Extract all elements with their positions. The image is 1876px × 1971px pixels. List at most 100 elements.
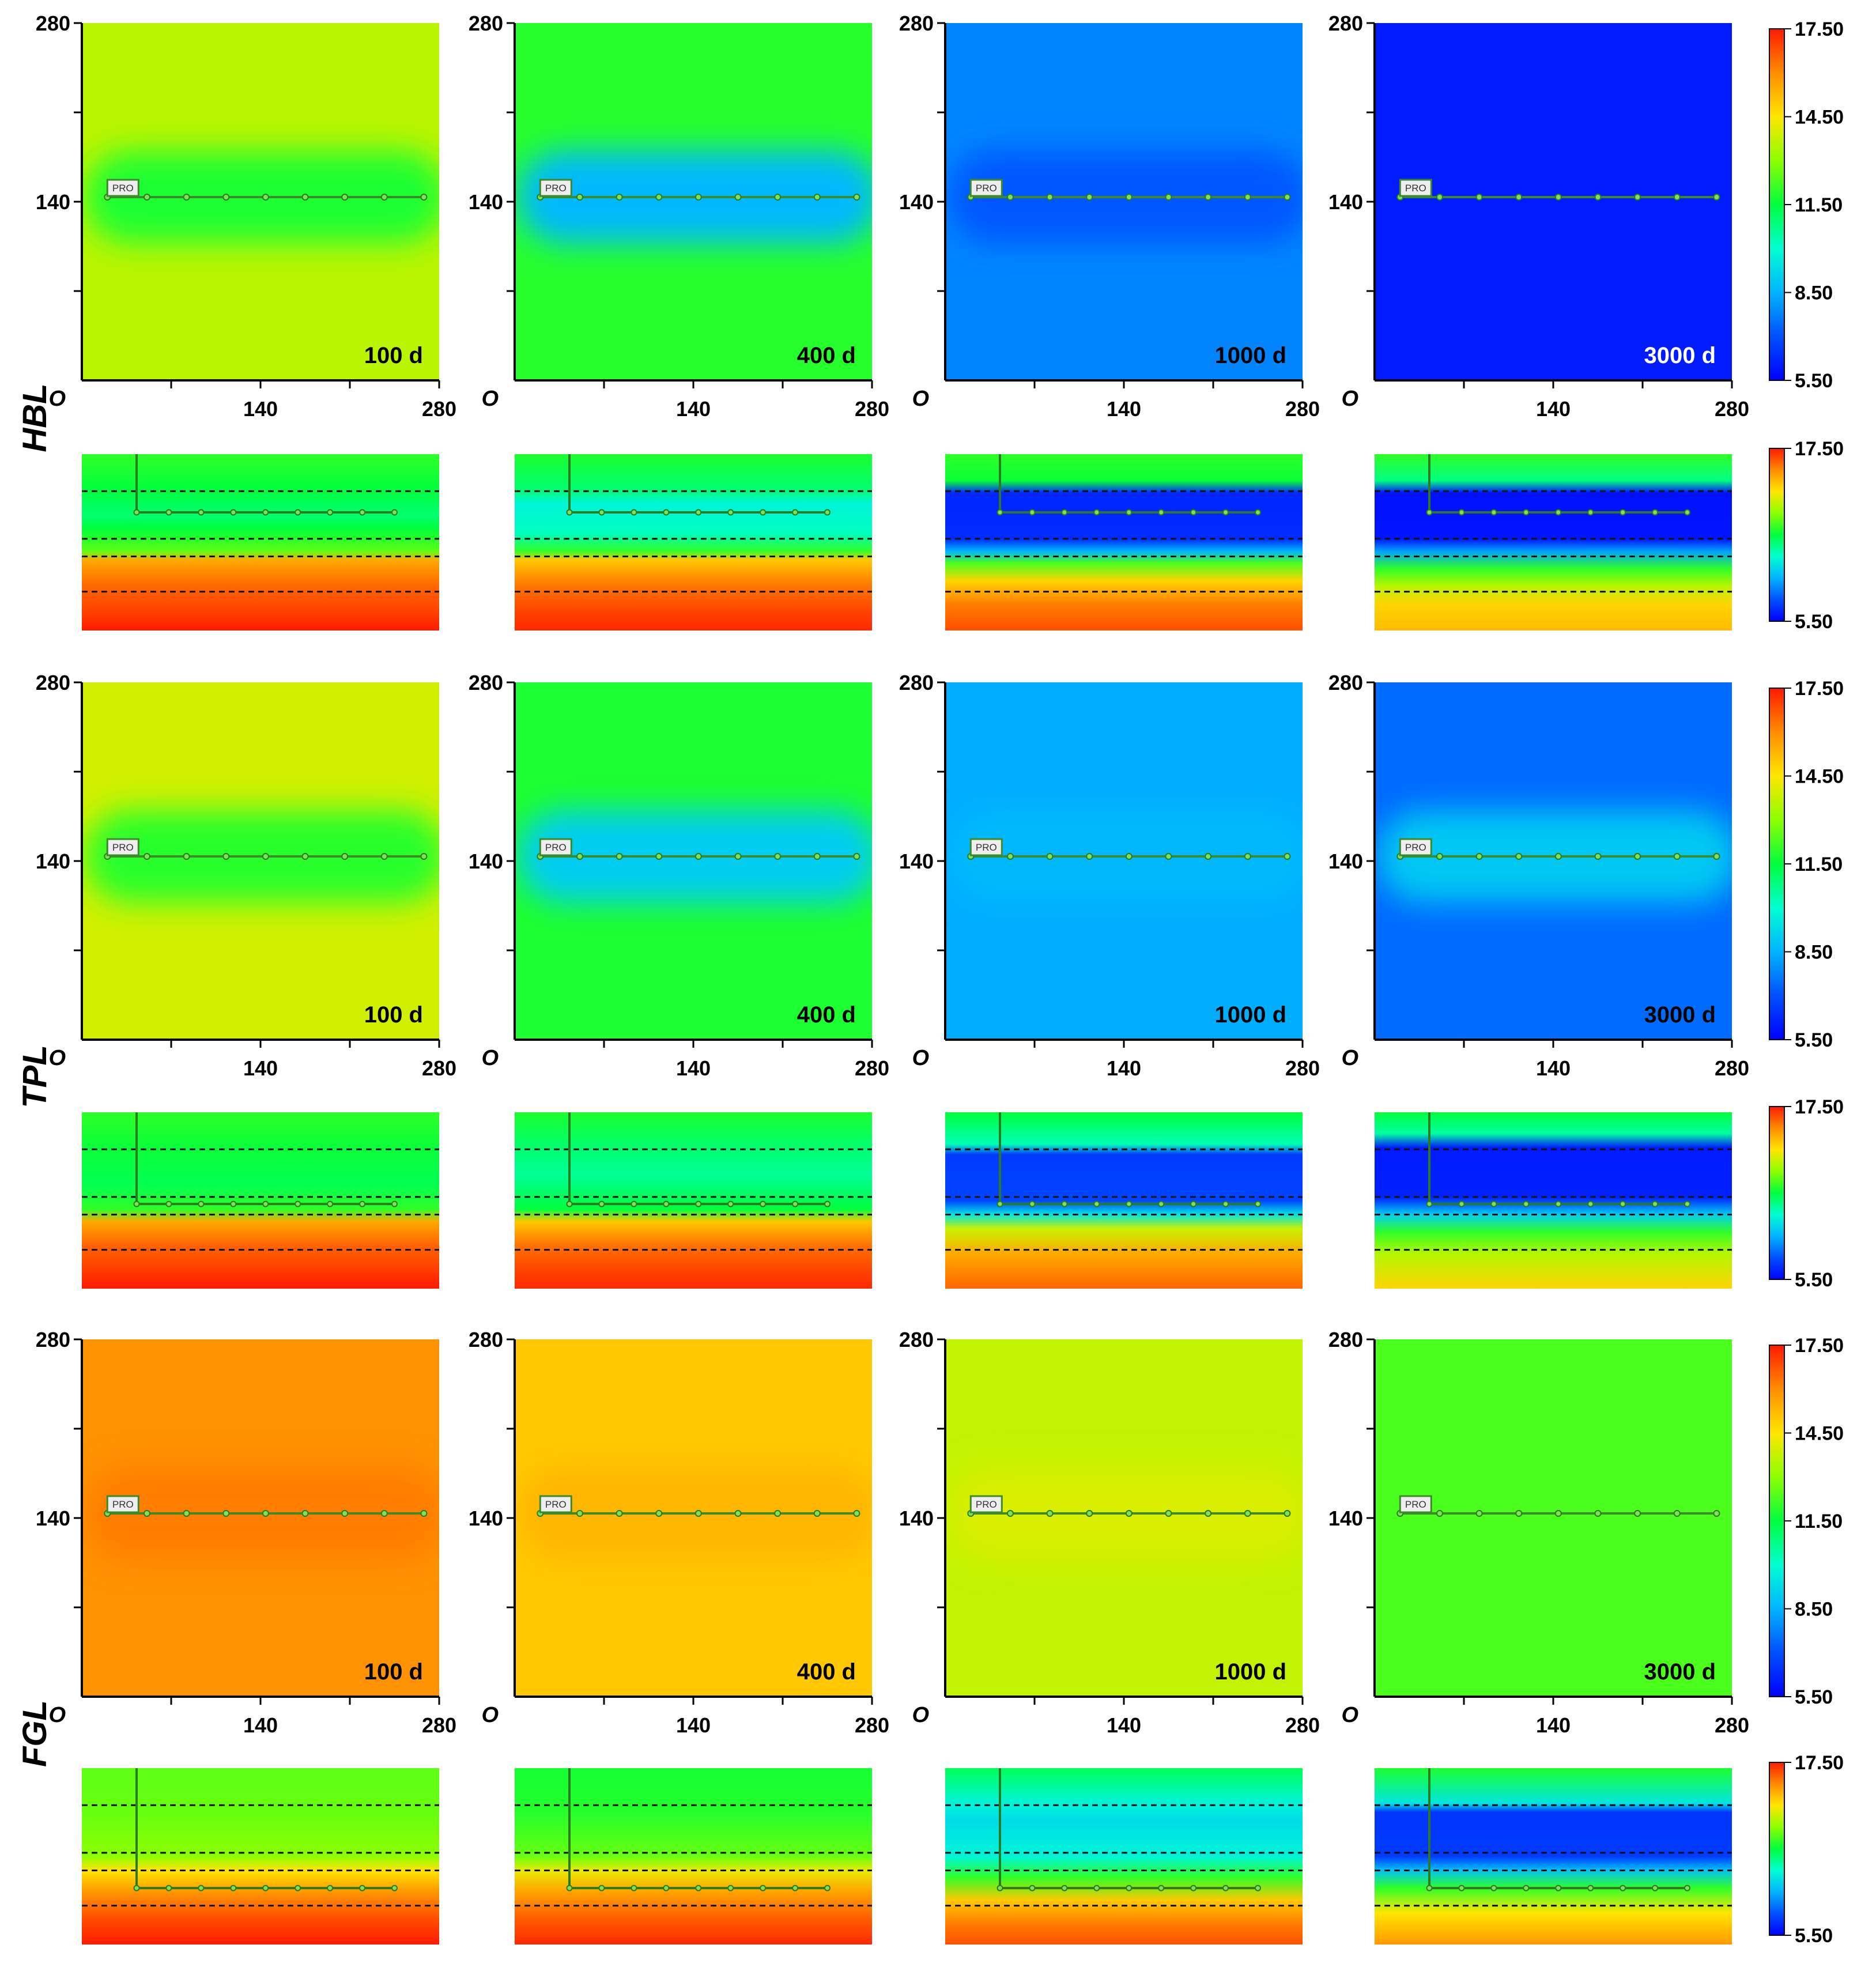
fracture-point xyxy=(359,1200,366,1207)
colorbar-section-2: 17.50 5.50 xyxy=(1769,1752,1844,1947)
fracture-point xyxy=(1190,1200,1197,1207)
fracture-point xyxy=(655,853,663,860)
fracture-point xyxy=(813,1510,821,1517)
fracture-point xyxy=(380,1510,388,1517)
x-tick-label: 280 xyxy=(1715,1056,1749,1080)
origin-label: O xyxy=(912,1703,929,1727)
fracture-point xyxy=(1594,1510,1602,1517)
fracture-point xyxy=(663,509,670,516)
fracture-point xyxy=(695,1885,702,1891)
x-tick-label: 280 xyxy=(1715,397,1749,421)
fracture-point xyxy=(165,1885,172,1891)
fracture-point xyxy=(792,509,799,516)
fracture-point xyxy=(262,1510,269,1517)
colorbar-tick-label: 8.50 xyxy=(1795,282,1833,304)
well-label: PRO xyxy=(976,842,997,853)
fracture-point xyxy=(133,1200,140,1207)
colorbar-tick-label: 8.50 xyxy=(1795,1599,1833,1621)
fracture-point xyxy=(598,1200,605,1207)
fracture-point xyxy=(996,1885,1003,1891)
x-tick-label: 140 xyxy=(1536,1713,1571,1737)
fracture-point xyxy=(663,1885,670,1891)
fracture-point xyxy=(774,194,782,201)
time-label: 1000 d xyxy=(1214,1659,1286,1685)
y-tick-label: 280 xyxy=(469,12,503,35)
well-label-box xyxy=(1399,179,1432,197)
section-field xyxy=(515,1112,872,1289)
y-tick-label: 140 xyxy=(899,1506,934,1530)
y-tick-label: 140 xyxy=(899,190,934,214)
fracture-point xyxy=(1190,509,1197,516)
fracture-point xyxy=(1061,509,1068,516)
fracture-point xyxy=(695,1200,702,1207)
well-label: PRO xyxy=(976,1499,997,1510)
fracture-point xyxy=(1426,509,1433,516)
fracture-point xyxy=(1554,853,1562,860)
fracture-point xyxy=(1458,509,1465,516)
fracture-point xyxy=(853,1510,860,1517)
y-tick-label: 280 xyxy=(1328,1328,1363,1351)
fracture-point xyxy=(734,853,742,860)
origin-label: O xyxy=(48,387,66,411)
fracture-point xyxy=(1673,1510,1681,1517)
plan-background xyxy=(1375,23,1732,380)
fracture-point xyxy=(341,853,349,860)
fracture-point xyxy=(391,1885,398,1891)
fracture-point xyxy=(1426,1200,1433,1207)
y-tick-label: 280 xyxy=(469,671,503,694)
time-label: 100 d xyxy=(364,1002,423,1028)
fracture-point xyxy=(631,1200,637,1207)
y-tick-label: 140 xyxy=(1328,190,1363,214)
fracture-point xyxy=(598,1885,605,1891)
x-tick-label: 280 xyxy=(855,1056,889,1080)
colorbar-tick-label: 5.50 xyxy=(1795,1029,1833,1051)
fracture-point xyxy=(1523,1200,1530,1207)
y-tick-label: 140 xyxy=(36,1506,70,1530)
fracture-point xyxy=(566,509,573,516)
fracture-point xyxy=(1515,194,1523,201)
fracture-point xyxy=(813,853,821,860)
fracture-point xyxy=(1126,509,1133,516)
section-panel-fgl-3 xyxy=(1375,1768,1732,1944)
section-field xyxy=(82,1112,439,1289)
colorbar-tick-label: 5.50 xyxy=(1795,1269,1833,1291)
well-label-box xyxy=(539,1495,572,1513)
x-tick-label: 280 xyxy=(1285,397,1320,421)
fracture-point xyxy=(301,1510,309,1517)
colorbar-plan-2: 17.50 14.50 11.50 8.50 5.50 xyxy=(1769,1335,1844,1708)
section-field xyxy=(82,1768,439,1944)
fracture-point xyxy=(1684,509,1690,516)
fracture-point xyxy=(1515,853,1523,860)
plan-panel-fgl-3: PRO 140 280 140 280 O 3000 d xyxy=(1328,1328,1749,1737)
x-tick-label: 140 xyxy=(1107,1056,1141,1080)
x-tick-label: 280 xyxy=(422,1713,456,1737)
colorbar-tick-label: 11.50 xyxy=(1795,1511,1843,1532)
fracture-point xyxy=(1093,509,1100,516)
x-tick-label: 140 xyxy=(676,397,711,421)
well-label: PRO xyxy=(545,183,567,194)
x-tick-label: 140 xyxy=(243,1713,278,1737)
fracture-point xyxy=(774,853,782,860)
well-label-box xyxy=(539,838,572,856)
fracture-point xyxy=(1426,1885,1433,1891)
fracture-point xyxy=(774,1510,782,1517)
fracture-point xyxy=(760,509,767,516)
fracture-point xyxy=(1029,509,1036,516)
fracture-point xyxy=(1205,1510,1212,1517)
fracture-point xyxy=(1029,1885,1036,1891)
fracture-point xyxy=(1436,194,1443,201)
y-tick-label: 140 xyxy=(1328,1506,1363,1530)
time-label: 1000 d xyxy=(1214,343,1286,368)
colorbar-tick-label: 17.50 xyxy=(1795,438,1844,460)
origin-label: O xyxy=(481,387,499,411)
well-label-box xyxy=(1399,1495,1432,1513)
fracture-point xyxy=(1158,509,1165,516)
section-field xyxy=(1375,1768,1732,1944)
fracture-point xyxy=(1554,194,1562,201)
fracture-point xyxy=(631,1885,637,1891)
fracture-point xyxy=(262,1200,269,1207)
fracture-point xyxy=(566,1200,573,1207)
fracture-point xyxy=(1165,853,1172,860)
x-tick-label: 280 xyxy=(422,397,456,421)
fracture-point xyxy=(1244,1510,1251,1517)
